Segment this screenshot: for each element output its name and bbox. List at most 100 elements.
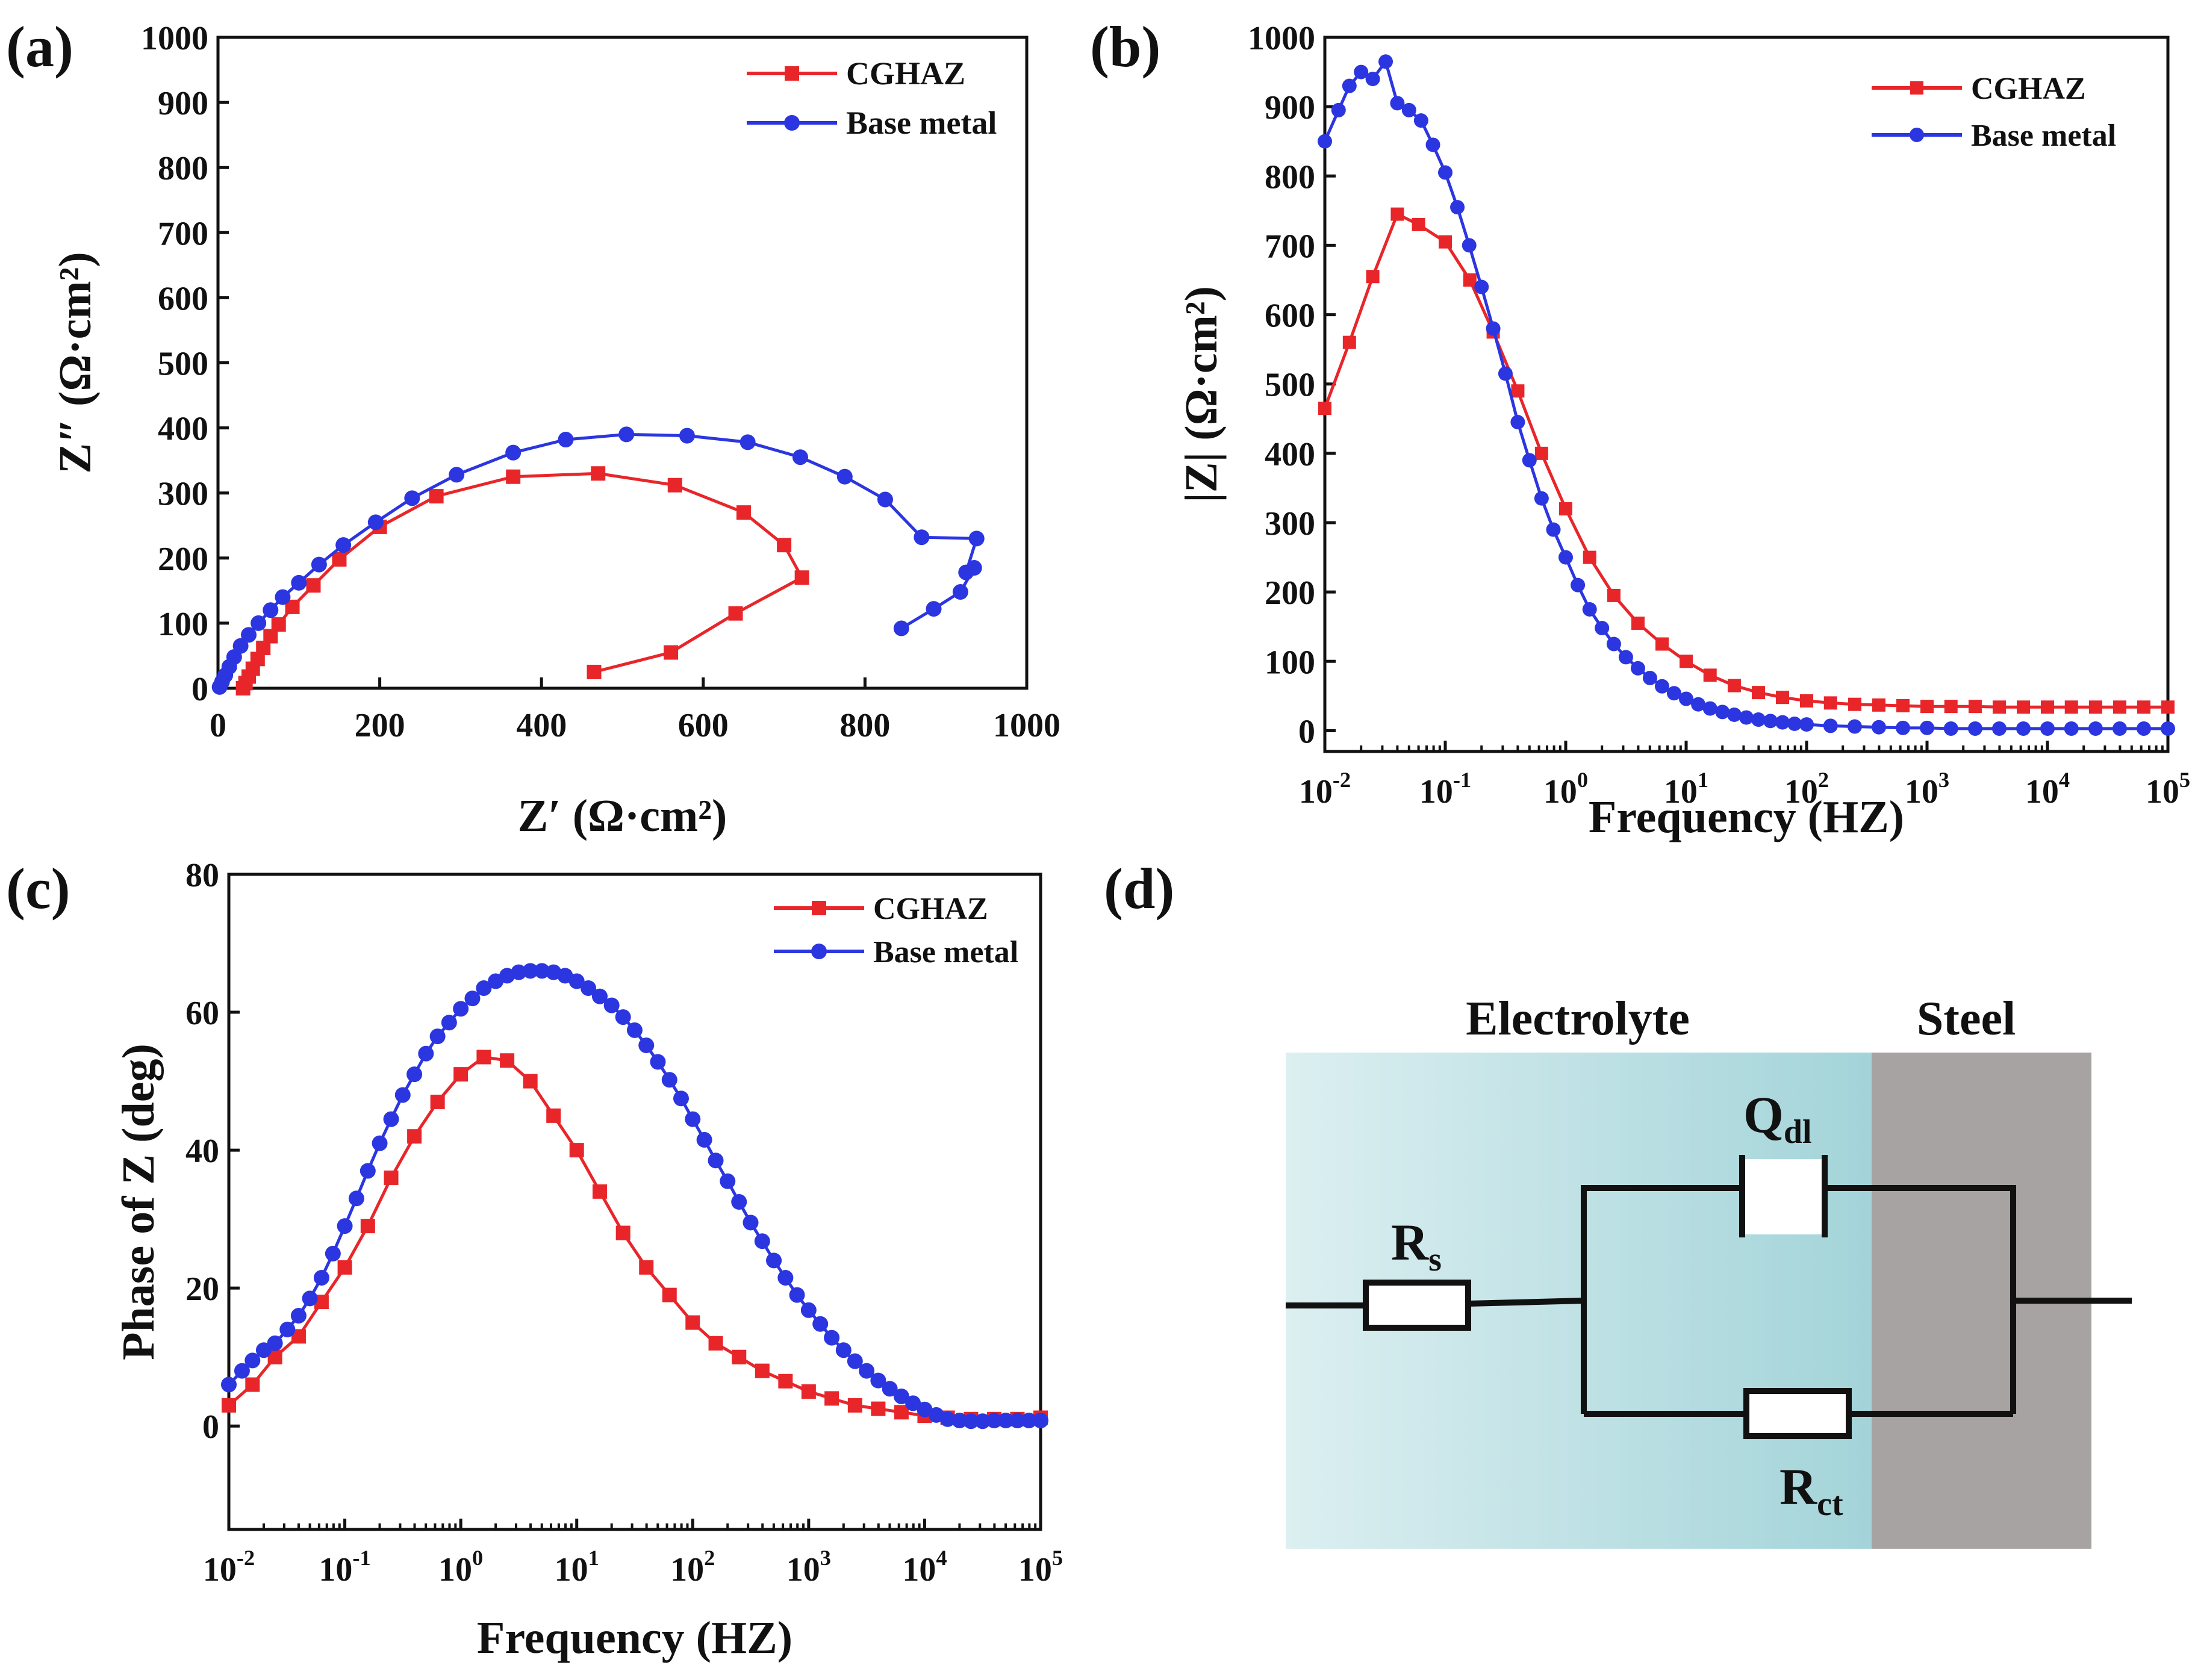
x-tick-label: 600 — [678, 707, 729, 744]
data-point — [1318, 402, 1331, 415]
y-tick-label: 600 — [158, 280, 208, 317]
series-line-cghaz — [1325, 214, 2168, 708]
data-point — [679, 428, 695, 444]
x-tick-label: 100 — [438, 1546, 483, 1588]
legend-entry: Base metal — [1971, 119, 2116, 153]
data-point — [1343, 336, 1356, 349]
data-point — [1486, 322, 1501, 336]
data-point — [848, 1398, 862, 1413]
y-tick-label: 400 — [1265, 436, 1315, 473]
data-point — [506, 470, 520, 484]
y-tick-label: 0 — [1298, 713, 1315, 750]
data-point — [729, 606, 743, 621]
data-point — [618, 426, 634, 442]
y-tick-label: 40 — [185, 1133, 219, 1170]
y-tick-label: 700 — [158, 215, 208, 252]
data-point — [500, 1053, 514, 1068]
y-tick-label: 100 — [158, 606, 208, 643]
data-point — [1546, 523, 1561, 537]
data-point — [384, 1112, 399, 1127]
legend-entry: Base metal — [873, 935, 1018, 969]
data-point — [279, 1322, 295, 1337]
data-point — [1426, 137, 1440, 152]
data-point — [2016, 721, 2031, 736]
data-point — [697, 1132, 712, 1148]
data-point — [449, 467, 464, 482]
data-point — [1799, 717, 1814, 732]
rct-resistor — [1746, 1391, 1849, 1436]
data-point — [338, 1260, 352, 1275]
data-point — [360, 1163, 376, 1178]
series-line-cghaz — [243, 473, 802, 688]
data-point — [708, 1153, 724, 1168]
electrolyte-label: Electrolyte — [1466, 992, 1690, 1045]
x-tick-label: 10-1 — [319, 1546, 370, 1588]
steel-label: Steel — [1917, 992, 2016, 1045]
data-point — [291, 1308, 307, 1324]
data-point — [1402, 103, 1416, 117]
data-point — [395, 1087, 411, 1103]
data-point — [668, 478, 682, 493]
data-point — [1944, 700, 1958, 713]
data-point — [1848, 720, 1862, 734]
equivalent-circuit: Electrolyte Steel Rs Qdl Rct — [1286, 992, 2132, 1549]
data-point — [263, 602, 278, 618]
data-point — [1498, 366, 1513, 381]
data-point — [302, 1290, 318, 1306]
legend-marker — [811, 944, 827, 959]
data-point — [570, 1143, 584, 1157]
data-point — [453, 1067, 468, 1081]
data-point — [245, 1377, 260, 1392]
data-point — [1522, 453, 1537, 467]
data-point — [2089, 700, 2102, 714]
data-point — [801, 1302, 817, 1318]
data-point — [406, 1066, 422, 1082]
data-point — [1920, 700, 1934, 713]
y-tick-label: 800 — [1265, 158, 1315, 196]
data-point — [1896, 721, 1910, 735]
data-point — [969, 530, 985, 546]
y-tick-label: 400 — [158, 411, 208, 448]
data-point — [616, 1226, 631, 1240]
data-point — [1643, 671, 1657, 685]
data-point — [837, 469, 853, 485]
data-point — [914, 529, 929, 545]
data-point — [1823, 718, 1838, 733]
data-point — [1680, 655, 1693, 668]
data-point — [251, 615, 266, 631]
data-point — [2040, 721, 2055, 736]
data-point — [732, 1350, 746, 1364]
legend-marker — [784, 115, 800, 131]
data-point — [1366, 270, 1380, 283]
y-tick-label: 900 — [158, 85, 208, 122]
y-tick-label: 500 — [1265, 367, 1315, 404]
data-point — [1342, 79, 1357, 93]
data-point — [1896, 699, 1910, 712]
data-point — [777, 538, 791, 552]
panel-label-c: (c) — [6, 856, 70, 921]
y-tick-label: 80 — [185, 857, 219, 894]
legend-marker — [1910, 128, 1924, 142]
data-point — [1412, 218, 1425, 231]
data-point — [1752, 686, 1765, 699]
data-point — [314, 1270, 329, 1286]
data-point — [1559, 502, 1572, 515]
data-point — [325, 1246, 341, 1262]
data-point — [1462, 238, 1477, 252]
data-point — [587, 665, 601, 679]
data-point — [894, 621, 909, 636]
data-point — [871, 1402, 885, 1416]
data-point — [627, 1022, 643, 1038]
data-point — [1607, 637, 1621, 652]
data-point — [967, 560, 982, 576]
y-tick-label: 300 — [1265, 505, 1315, 543]
data-point — [778, 1374, 792, 1389]
data-point — [1378, 54, 1393, 69]
data-point — [755, 1233, 770, 1249]
data-point — [731, 1194, 747, 1210]
y-tick-label: 0 — [191, 671, 208, 708]
x-tick-label: 101 — [555, 1546, 599, 1588]
nyquist-plot: 0 200 400 600 800 100001002003004005006007008… — [50, 20, 1060, 841]
data-point — [441, 1015, 457, 1030]
data-point — [639, 1260, 653, 1275]
